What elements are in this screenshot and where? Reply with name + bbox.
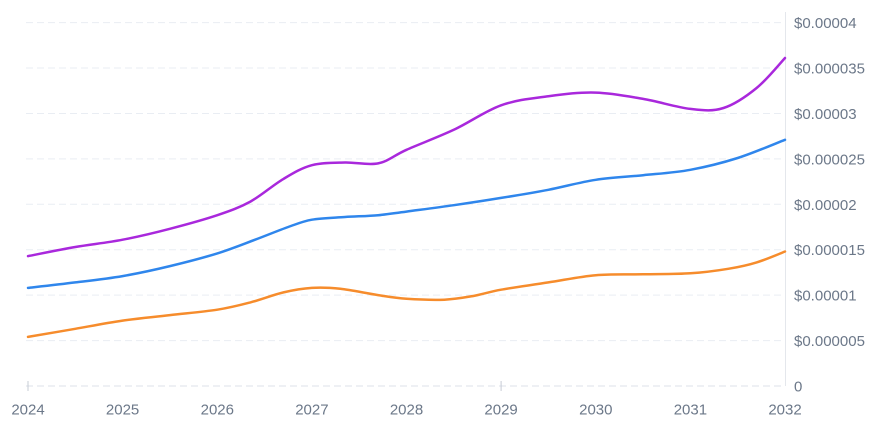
x-axis-label: 2025 <box>106 402 139 419</box>
x-axis-label: 2027 <box>295 402 328 419</box>
y-axis-label: $0.00003 <box>794 106 857 123</box>
y-axis-label: $0.00002 <box>794 197 857 214</box>
series-line-orange-series <box>26 250 787 339</box>
y-axis-label: $0.000025 <box>794 151 865 168</box>
y-axis-label: $0.000005 <box>794 333 865 350</box>
x-axis-label: 2028 <box>390 402 423 419</box>
y-axis-label: $0.00004 <box>794 15 857 32</box>
x-axis-label: 2024 <box>11 402 44 419</box>
y-axis-label: $0.000035 <box>794 61 865 78</box>
y-axis-label: $0.000015 <box>794 242 865 259</box>
series-line-blue-series <box>26 138 787 290</box>
plot-area[interactable] <box>26 12 783 386</box>
x-axis-label: 2029 <box>484 402 517 419</box>
y-axis-label: $0.00001 <box>794 288 857 305</box>
x-axis-label: 2026 <box>201 402 234 419</box>
x-axis-label: 2032 <box>768 402 801 419</box>
x-axis-label: 2030 <box>579 402 612 419</box>
x-axis-label: 2031 <box>674 402 707 419</box>
y-axis-label: 0 <box>794 379 802 396</box>
series-line-purple-series <box>26 56 787 258</box>
